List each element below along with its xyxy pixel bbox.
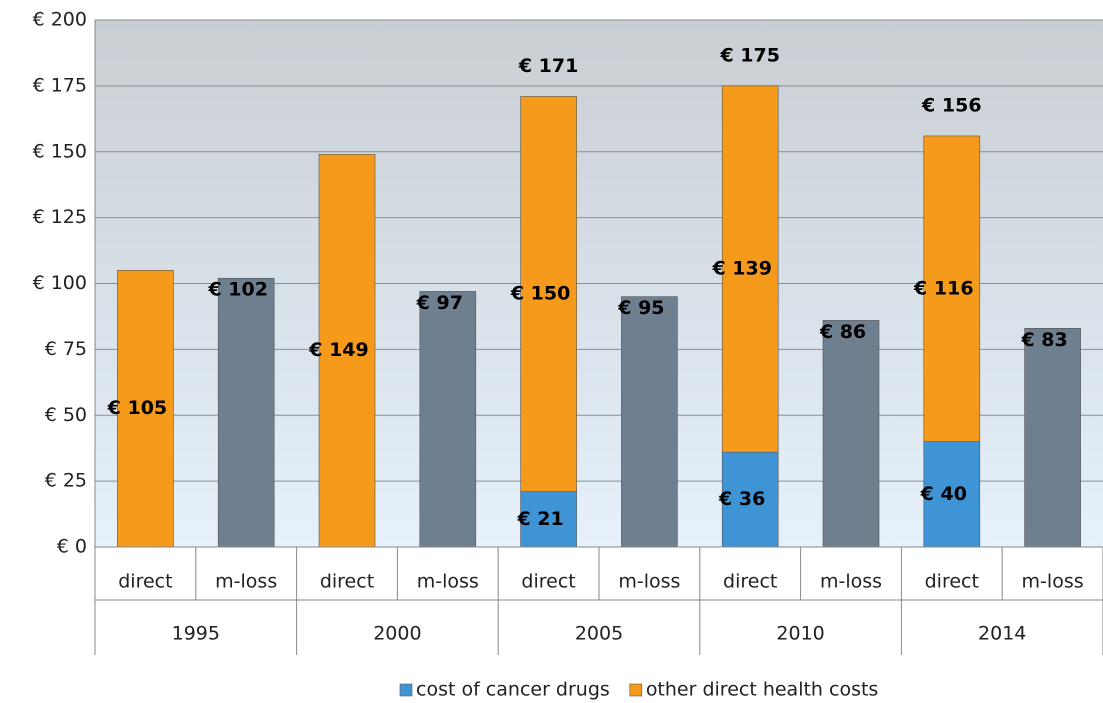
data-label: € 102 (207, 279, 268, 301)
bar-segment (721, 85, 779, 453)
y-tick-label: € 150 (33, 140, 87, 162)
x-tick-label: m-loss (417, 571, 479, 593)
bar-segment (721, 451, 779, 548)
x-tick-label: m-loss (820, 571, 882, 593)
bar-segment (117, 270, 174, 548)
y-tick-label: € 175 (33, 74, 87, 96)
x-tick-label: direct (320, 571, 374, 593)
bar-segment (822, 320, 880, 548)
y-tick-label: € 0 (57, 536, 87, 558)
data-label: € 86 (819, 321, 866, 343)
y-tick-label: € 125 (33, 206, 87, 228)
group-label: 2010 (776, 623, 824, 645)
x-tick-label: direct (521, 571, 575, 593)
bar-segment (318, 154, 376, 548)
bar-segment (217, 277, 275, 548)
bar-segment (923, 135, 981, 442)
data-label: € 105 (107, 397, 168, 419)
group-label: 2014 (978, 623, 1026, 645)
y-tick-label: € 200 (33, 9, 87, 31)
x-tick-label: direct (118, 571, 172, 593)
x-tick-label: m-loss (1022, 571, 1084, 593)
x-tick-label: direct (723, 571, 777, 593)
legend-swatch (629, 683, 643, 697)
data-label: € 95 (617, 297, 664, 319)
data-label: € 116 (913, 277, 974, 299)
bar-segment (923, 441, 981, 548)
group-label: 2000 (373, 623, 421, 645)
bar-segment (419, 291, 477, 548)
data-label: € 83 (1020, 329, 1067, 351)
legend-label: cost of cancer drugs (416, 679, 610, 701)
y-tick-label: € 25 (45, 470, 87, 492)
legend-swatch (399, 683, 413, 697)
bar-segment (520, 491, 577, 548)
x-tick-label: m-loss (215, 571, 277, 593)
data-label: € 21 (516, 508, 563, 530)
y-tick-label: € 75 (45, 338, 87, 360)
group-label: 1995 (172, 623, 220, 645)
x-tick-label: m-loss (618, 571, 680, 593)
y-tick-label: € 100 (33, 272, 87, 294)
data-label: € 149 (308, 339, 369, 361)
data-label: € 36 (718, 488, 765, 510)
group-label: 2005 (575, 623, 623, 645)
x-tick-label: direct (925, 571, 979, 593)
total-label: € 175 (719, 44, 780, 66)
data-label: € 97 (416, 292, 463, 314)
legend-label: other direct health costs (646, 679, 879, 701)
bar-segment (1024, 327, 1081, 548)
bar-segment (520, 96, 577, 492)
data-label: € 150 (510, 283, 571, 305)
data-label: € 139 (711, 258, 772, 280)
bar-segment (621, 296, 678, 548)
data-label: € 40 (920, 483, 967, 505)
total-label: € 156 (921, 94, 982, 116)
y-tick-label: € 50 (45, 404, 87, 426)
total-label: € 171 (518, 55, 579, 77)
